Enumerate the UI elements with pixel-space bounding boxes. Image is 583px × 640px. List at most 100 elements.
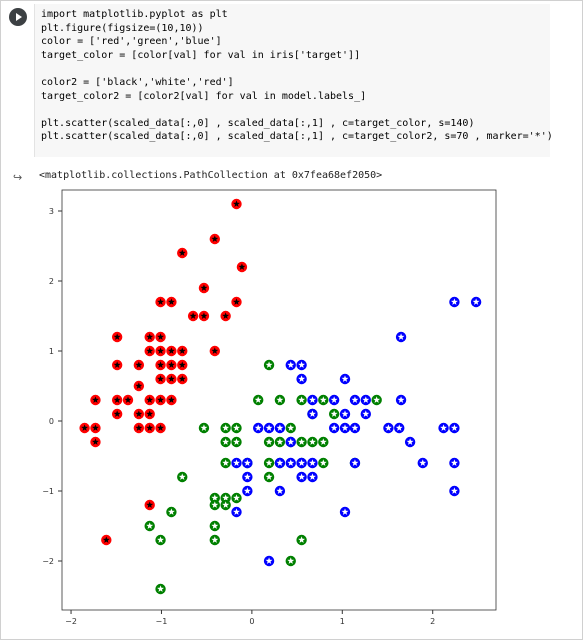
- star-marker: [200, 284, 208, 291]
- star-marker: [397, 333, 405, 340]
- star-marker: [233, 200, 240, 207]
- star-marker: [298, 536, 306, 543]
- output-text: <matplotlib.collections.PathCollection a…: [39, 170, 383, 181]
- star-marker: [319, 396, 327, 403]
- star-marker: [276, 396, 284, 403]
- star-marker: [135, 361, 143, 368]
- star-marker: [178, 361, 186, 368]
- star-marker: [113, 333, 121, 340]
- star-marker: [178, 375, 186, 382]
- star-marker: [146, 333, 154, 340]
- star-marker: [243, 487, 251, 494]
- code-line: target_color = [color[val] for val in ir…: [41, 49, 361, 61]
- star-marker: [373, 396, 381, 403]
- star-marker: [92, 396, 99, 403]
- star-marker: [276, 424, 284, 431]
- star-marker: [298, 459, 306, 466]
- star-marker: [222, 424, 230, 431]
- y-tick-label: 0: [49, 417, 54, 426]
- star-marker: [341, 508, 349, 515]
- star-marker: [298, 396, 306, 403]
- star-marker: [222, 501, 230, 508]
- star-marker: [167, 396, 175, 403]
- star-marker: [384, 424, 392, 431]
- x-tick-label: 2: [430, 617, 435, 626]
- code-editor[interactable]: import matplotlib.pyplot as plt plt.figur…: [34, 4, 553, 157]
- star-marker: [309, 396, 316, 403]
- star-marker: [362, 410, 370, 417]
- code-line: color2 = ['black','white','red']: [41, 76, 234, 88]
- y-tick-label: 3: [49, 207, 54, 216]
- star-marker: [287, 557, 295, 564]
- star-marker: [157, 396, 164, 403]
- star-marker: [351, 459, 359, 466]
- star-marker: [157, 333, 164, 340]
- star-marker: [146, 410, 154, 417]
- code-line: plt.scatter(scaled_data[:,0] , scaled_da…: [41, 117, 475, 129]
- star-marker: [351, 424, 359, 431]
- star-marker: [254, 424, 262, 431]
- star-marker: [309, 438, 316, 445]
- star-marker: [146, 396, 154, 403]
- star-marker: [167, 361, 175, 368]
- star-marker: [330, 424, 338, 431]
- star-marker: [167, 298, 175, 305]
- star-marker: [265, 361, 273, 368]
- star-marker: [341, 424, 349, 431]
- code-line: [41, 103, 544, 117]
- star-marker: [178, 473, 186, 480]
- star-marker: [211, 522, 219, 529]
- star-marker: [211, 501, 219, 508]
- star-marker: [450, 487, 458, 494]
- star-marker: [92, 424, 99, 431]
- x-tick-label: −1: [156, 617, 168, 626]
- star-marker: [395, 424, 403, 431]
- star-marker: [167, 508, 175, 515]
- star-marker: [113, 361, 121, 368]
- star-marker: [157, 298, 164, 305]
- star-marker: [298, 375, 306, 382]
- star-marker: [287, 459, 295, 466]
- run-cell-button[interactable]: [9, 8, 27, 26]
- star-marker: [243, 459, 251, 466]
- code-line: [41, 62, 544, 76]
- star-marker: [189, 312, 197, 319]
- star-marker: [298, 438, 306, 445]
- x-tick-label: −2: [65, 617, 77, 626]
- star-marker: [157, 361, 164, 368]
- star-marker: [146, 424, 154, 431]
- star-marker: [362, 396, 370, 403]
- star-marker: [233, 298, 240, 305]
- star-marker: [265, 424, 273, 431]
- star-marker: [92, 438, 99, 445]
- star-marker: [397, 396, 405, 403]
- star-marker: [450, 298, 458, 305]
- star-marker: [222, 438, 230, 445]
- star-marker: [330, 396, 338, 403]
- star-marker: [157, 375, 164, 382]
- star-marker: [113, 396, 121, 403]
- star-marker: [135, 382, 143, 389]
- star-marker: [341, 375, 349, 382]
- star-marker: [211, 347, 219, 354]
- star-marker: [146, 347, 154, 354]
- code-line: target_color2 = [color2[val] for val in …: [41, 90, 367, 102]
- star-marker: [351, 396, 359, 403]
- star-marker: [330, 410, 338, 417]
- x-tick-label: 0: [249, 617, 254, 626]
- star-marker: [222, 312, 230, 319]
- star-marker: [287, 424, 295, 431]
- code-line: import matplotlib.pyplot as plt: [41, 9, 228, 20]
- star-marker: [309, 473, 316, 480]
- star-marker: [406, 438, 414, 445]
- code-text[interactable]: import matplotlib.pyplot as plt plt.figur…: [35, 4, 553, 148]
- code-line: color = ['red','green','blue']: [41, 36, 222, 48]
- star-marker: [265, 459, 273, 466]
- star-marker: [341, 410, 349, 417]
- star-marker: [450, 459, 458, 466]
- star-marker: [157, 347, 164, 354]
- star-marker: [146, 522, 154, 529]
- star-marker: [81, 424, 89, 431]
- star-marker: [102, 536, 110, 543]
- star-marker: [157, 536, 164, 543]
